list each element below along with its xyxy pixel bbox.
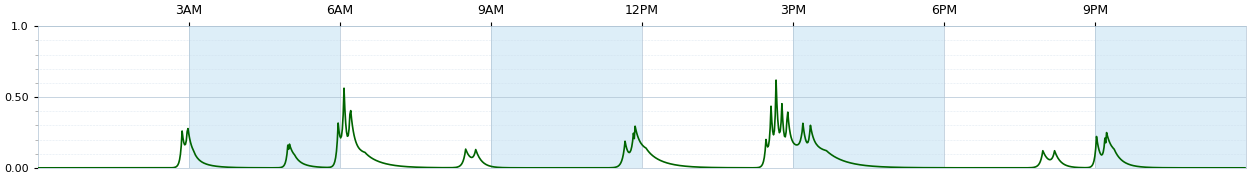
- Bar: [641, 26, 792, 168]
- Bar: [38, 26, 189, 168]
- Bar: [340, 26, 491, 168]
- Bar: [792, 26, 944, 168]
- Bar: [944, 26, 1095, 168]
- Bar: [491, 26, 641, 168]
- Bar: [189, 26, 340, 168]
- Bar: [1095, 26, 1246, 168]
